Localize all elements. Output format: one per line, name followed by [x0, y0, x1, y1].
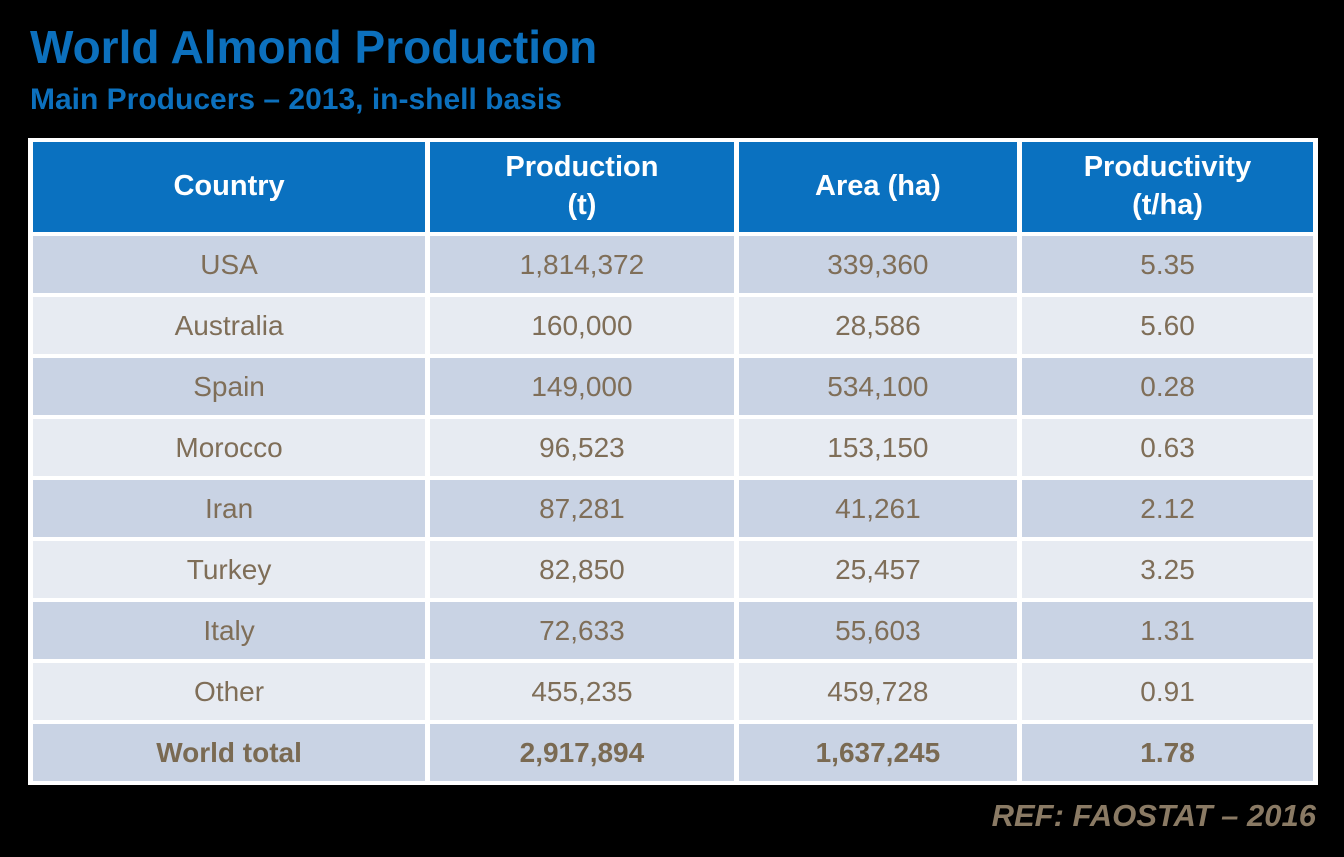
cell-production: 87,281	[430, 480, 734, 537]
table-row: Other 455,235 459,728 0.91	[33, 663, 1313, 720]
cell-productivity: 1.78	[1022, 724, 1313, 781]
cell-country: Iran	[33, 480, 426, 537]
cell-area: 55,603	[738, 602, 1018, 659]
cell-production: 96,523	[430, 419, 734, 476]
cell-productivity: 0.28	[1022, 358, 1313, 415]
column-header: Productivity (t/ha)	[1022, 142, 1313, 232]
column-header: Area (ha)	[738, 142, 1018, 232]
cell-area: 25,457	[738, 541, 1018, 598]
cell-production: 1,814,372	[430, 236, 734, 293]
production-table: Country Production (t) Area (ha) Productivi…	[28, 138, 1318, 785]
cell-country: Australia	[33, 297, 426, 354]
cell-area: 1,637,245	[738, 724, 1018, 781]
table-row: Iran 87,281 41,261 2.12	[33, 480, 1313, 537]
cell-production: 160,000	[430, 297, 734, 354]
page-subtitle: Main Producers – 2013, in-shell basis	[30, 83, 562, 116]
cell-country: USA	[33, 236, 426, 293]
table-row: USA 1,814,372 339,360 5.35	[33, 236, 1313, 293]
cell-area: 459,728	[738, 663, 1018, 720]
table-row: Australia 160,000 28,586 5.60	[33, 297, 1313, 354]
cell-production: 72,633	[430, 602, 734, 659]
cell-production: 149,000	[430, 358, 734, 415]
header-row: Country Production (t) Area (ha) Productivi…	[33, 142, 1313, 232]
cell-productivity: 0.63	[1022, 419, 1313, 476]
cell-area: 339,360	[738, 236, 1018, 293]
cell-productivity: 0.91	[1022, 663, 1313, 720]
cell-country: Spain	[33, 358, 426, 415]
cell-area: 41,261	[738, 480, 1018, 537]
table-row: Italy 72,633 55,603 1.31	[33, 602, 1313, 659]
cell-area: 534,100	[738, 358, 1018, 415]
cell-productivity: 3.25	[1022, 541, 1313, 598]
production-table-container: Country Production (t) Area (ha) Productivi…	[28, 138, 1318, 785]
cell-country: Other	[33, 663, 426, 720]
cell-area: 28,586	[738, 297, 1018, 354]
cell-country: Turkey	[33, 541, 426, 598]
cell-productivity: 5.60	[1022, 297, 1313, 354]
cell-productivity: 1.31	[1022, 602, 1313, 659]
cell-production: 82,850	[430, 541, 734, 598]
cell-production: 2,917,894	[430, 724, 734, 781]
reference-note: REF: FAOSTAT – 2016	[991, 798, 1316, 833]
table-header: Country Production (t) Area (ha) Productivi…	[33, 142, 1313, 232]
table-row: Turkey 82,850 25,457 3.25	[33, 541, 1313, 598]
cell-country: Morocco	[33, 419, 426, 476]
cell-country: World total	[33, 724, 426, 781]
page-title: World Almond Production	[30, 21, 598, 73]
table-row: World total 2,917,894 1,637,245 1.78	[33, 724, 1313, 781]
table-row: Spain 149,000 534,100 0.28	[33, 358, 1313, 415]
cell-country: Italy	[33, 602, 426, 659]
column-header: Production (t)	[430, 142, 734, 232]
table-row: Morocco 96,523 153,150 0.63	[33, 419, 1313, 476]
cell-production: 455,235	[430, 663, 734, 720]
cell-productivity: 5.35	[1022, 236, 1313, 293]
table-body: USA 1,814,372 339,360 5.35 Australia 160,000 2…	[33, 236, 1313, 781]
cell-area: 153,150	[738, 419, 1018, 476]
column-header: Country	[33, 142, 426, 232]
cell-productivity: 2.12	[1022, 480, 1313, 537]
